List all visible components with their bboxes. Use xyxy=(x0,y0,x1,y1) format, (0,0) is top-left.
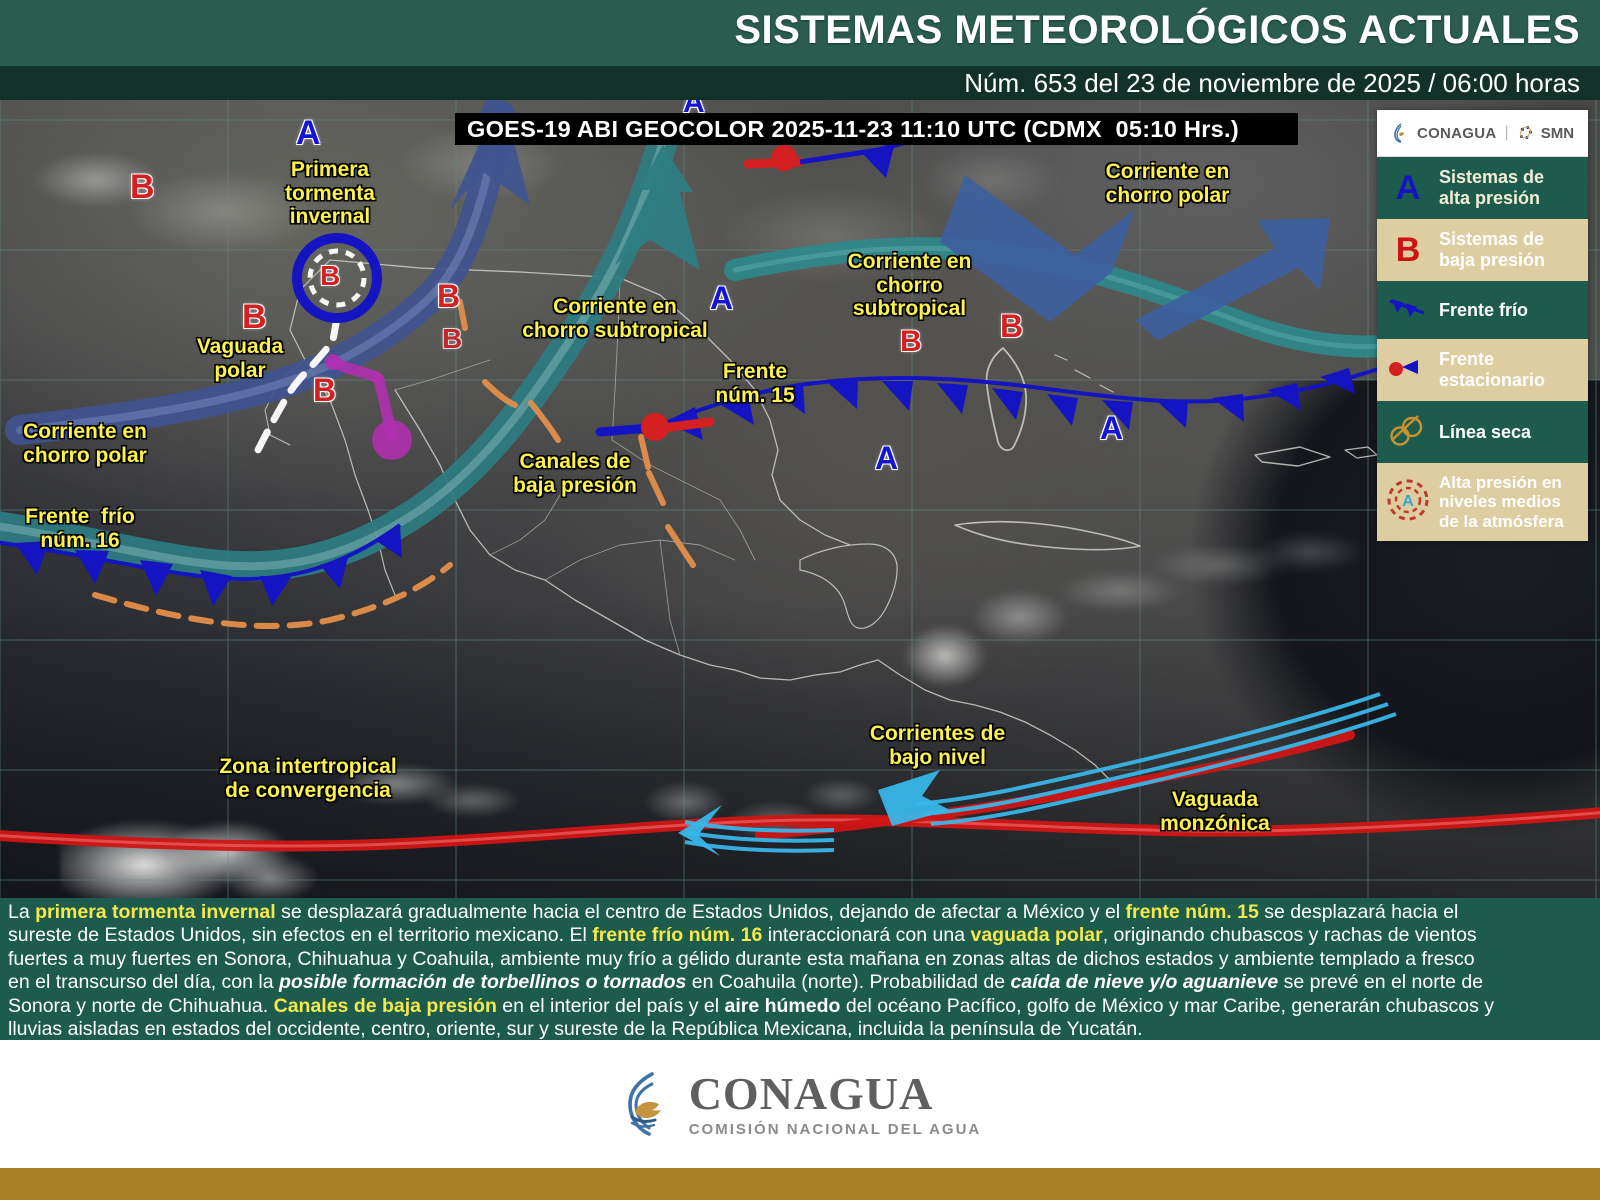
svg-text:A: A xyxy=(1402,493,1414,510)
